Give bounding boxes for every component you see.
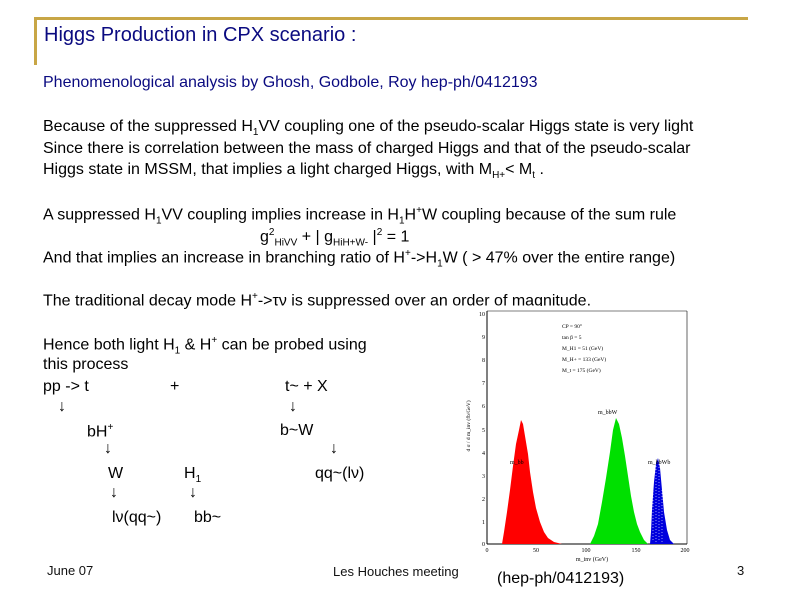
process-lnu: lν(qq~) xyxy=(112,509,162,526)
process-bH: bH+ xyxy=(87,422,114,441)
title-frame-top xyxy=(34,17,748,20)
plot-ytick: 5 xyxy=(482,428,485,434)
process-plus: + xyxy=(170,378,180,395)
plot-ytick: 8 xyxy=(482,358,485,364)
plot-ytick: 0 xyxy=(482,542,485,548)
plot-ylabel: d σ / d m_inv (fb/GeV) xyxy=(465,400,472,451)
plot-xtick: 200 xyxy=(681,548,690,554)
plot-xtick: 150 xyxy=(632,548,641,554)
plot-xtick: 100 xyxy=(582,548,591,554)
mass-distribution-plot: 10 9 8 7 6 5 4 3 2 1 0 0 50 100 150 200 … xyxy=(462,306,694,568)
legend-tanb: tan β = 5 xyxy=(562,335,582,341)
footer-meeting: Les Houches meeting xyxy=(333,564,459,579)
arrow-down-icon: ↓ xyxy=(330,440,338,457)
histogram-mbb xyxy=(502,420,562,544)
process-bW: b~W xyxy=(280,422,314,439)
process-tbar: t~ + X xyxy=(285,378,328,395)
label-mbb: m_bb xyxy=(510,460,524,466)
legend-cp: CP = 90° xyxy=(562,323,582,330)
process-intro-line2: this process xyxy=(43,356,129,373)
para3-line: The traditional decay mode H+->τν is sup… xyxy=(43,291,592,310)
slide-title: Higgs Production in CPX scenario : xyxy=(44,24,357,46)
histogram-mbbWb xyxy=(650,458,674,544)
plot-ytick: 10 xyxy=(479,312,485,318)
label-mbbW: m_bbW xyxy=(598,410,618,416)
footer-page-number: 3 xyxy=(737,563,745,578)
plot-ytick: 6 xyxy=(482,404,485,410)
process-qq: qq~(lν) xyxy=(315,465,365,482)
legend-mh1: M_H1 = 51 (GeV) xyxy=(562,345,603,352)
title-frame-left xyxy=(34,17,37,65)
process-H1: H1 xyxy=(184,465,202,486)
plot-xtick: 0 xyxy=(486,548,489,554)
plot-ytick: 7 xyxy=(482,381,485,387)
arrow-down-icon: ↓ xyxy=(189,484,197,501)
plot-xlabel: m_inv (GeV) xyxy=(576,556,608,563)
subtitle: Phenomenological analysis by Ghosh, Godb… xyxy=(43,74,538,91)
arrow-down-icon: ↓ xyxy=(104,440,112,457)
process-bb: bb~ xyxy=(194,509,222,526)
process-intro-line1: Hence both light H1 & H+ can be probed u… xyxy=(43,335,367,357)
para1-line3: Higgs state in MSSM, that implies a ligh… xyxy=(43,161,544,182)
histogram-mbbW xyxy=(590,418,648,544)
plot-ytick: 2 xyxy=(482,497,485,503)
arrow-down-icon: ↓ xyxy=(110,484,118,501)
plot-xtick: 50 xyxy=(533,548,539,554)
para2-line1: A suppressed H1VV coupling implies incre… xyxy=(43,205,677,227)
para1-line2: Since there is correlation between the m… xyxy=(43,140,691,157)
sum-rule-equation: g2HiVV + | gHiH+W- |2 = 1 xyxy=(260,227,410,249)
plot-ytick: 3 xyxy=(482,474,485,480)
arrow-down-icon: ↓ xyxy=(58,398,66,415)
para2-line3: And that implies an increase in branchin… xyxy=(43,248,676,270)
para1-line1: Because of the suppressed H1VV coupling … xyxy=(43,118,694,139)
plot-ytick: 4 xyxy=(482,451,485,457)
plot-ytick: 1 xyxy=(482,520,485,526)
process-W: W xyxy=(108,465,124,482)
figure-caption: (hep-ph/0412193) xyxy=(497,570,625,587)
footer-date: June 07 xyxy=(47,563,94,578)
arrow-down-icon: ↓ xyxy=(289,398,297,415)
plot-ytick: 9 xyxy=(482,335,485,341)
legend-mt: M_t = 175 (GeV) xyxy=(562,367,601,374)
label-mbbWb: m_bbWb xyxy=(648,460,670,466)
legend-mhp: M_H+ = 133 (GeV) xyxy=(562,356,606,363)
process-pp: pp -> t xyxy=(43,378,89,395)
